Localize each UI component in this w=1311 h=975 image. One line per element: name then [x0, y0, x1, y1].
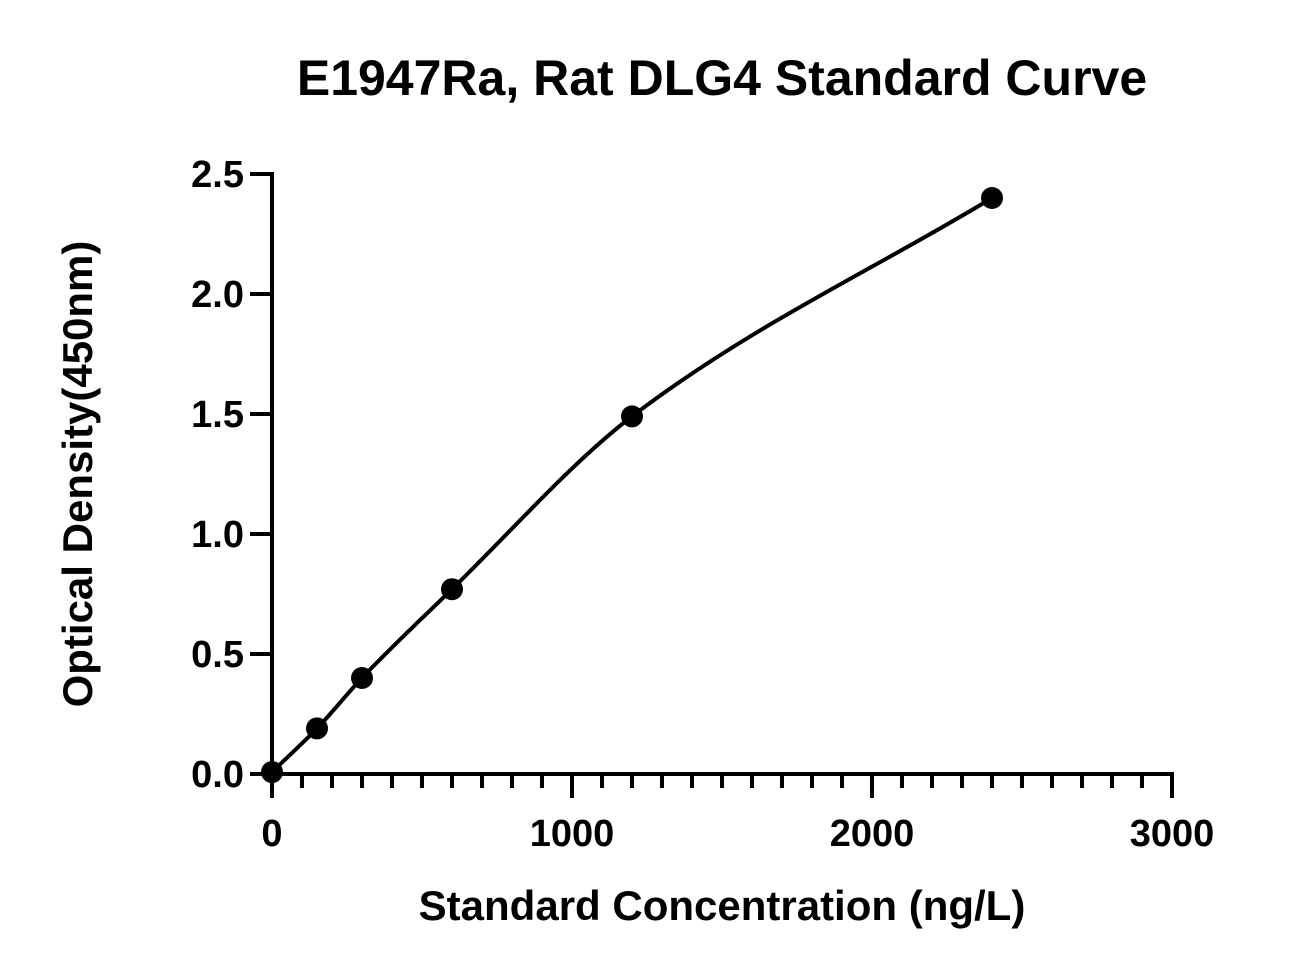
y-tick-label: 1.5: [191, 394, 244, 436]
y-tick-label: 0.0: [191, 754, 244, 796]
y-tick-label: 2.5: [191, 154, 244, 196]
data-point: [981, 187, 1003, 209]
data-point: [306, 717, 328, 740]
x-tick-label: 2000: [830, 813, 915, 855]
x-tick-label: 1000: [530, 813, 615, 855]
x-tick-label: 3000: [1130, 813, 1215, 855]
y-tick-label: 1.0: [191, 514, 244, 556]
data-point: [621, 405, 643, 428]
data-point: [441, 578, 463, 601]
y-axis-label: Optical Density(450nm): [54, 241, 101, 708]
x-axis-label: Standard Concentration (ng/L): [419, 882, 1026, 929]
data-points-layer: [261, 187, 1003, 784]
chart-title: E1947Ra, Rat DLG4 Standard Curve: [297, 50, 1147, 106]
y-tick-label: 2.0: [191, 274, 244, 316]
x-tick-label: 0: [261, 813, 282, 855]
fit-curve-layer: [270, 196, 994, 774]
axes: 0.0 0.5 1.0 1.5 2.0 2.5 0 1000 2000 3000: [191, 154, 1214, 855]
data-point: [261, 761, 283, 784]
y-tick-label: 0.5: [191, 634, 244, 676]
fit-curve: [270, 196, 994, 774]
data-point: [351, 667, 373, 689]
